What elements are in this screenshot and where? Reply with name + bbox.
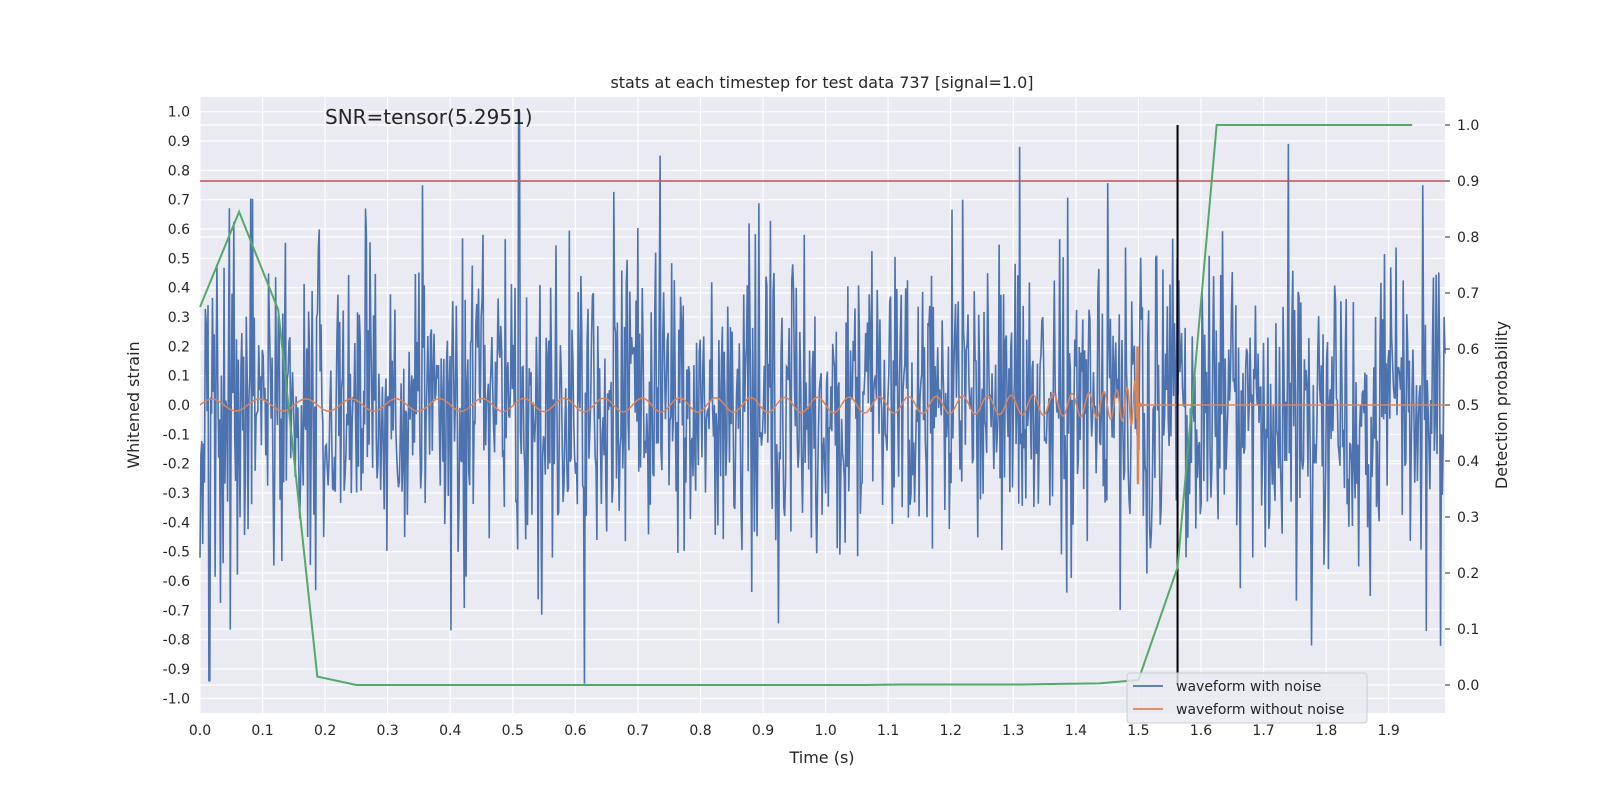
waveform-with-noise-line [199,110,1446,684]
y-tick-label-left: 0.4 [168,281,190,297]
y-tick-label-left: 0.3 [168,310,190,326]
y-tick-label-left: -1.0 [163,691,190,707]
y-tick-label-right: 0.6 [1457,342,1479,358]
y-tick-label-left: -0.6 [163,574,190,590]
y-tick-label-left: -0.1 [163,427,190,443]
y-tick-label-left: 1.0 [168,105,190,121]
y-tick-label-left: 0.2 [168,339,190,355]
x-tick-label: 1.1 [877,723,899,739]
x-tick-label: 0.8 [689,723,711,739]
waveform-without-noise-line [199,346,1445,485]
x-tick-label: 0.5 [502,723,524,739]
snr-annotation: SNR=tensor(5.2951) [325,105,533,129]
overlays [200,125,1445,685]
y-tick-label-left: -0.8 [163,633,190,649]
y-tick-label-left: -0.5 [163,545,190,561]
y-tick-label-left: 0.5 [168,251,190,267]
y-tick-label-right: 0.1 [1457,622,1479,638]
x-tick-label: 1.6 [1190,723,1212,739]
y-tick-label-left: 0.9 [168,134,190,150]
legend-box [1126,672,1368,724]
y-tick-label-right: 0.4 [1457,454,1479,470]
x-tick-label: 1.8 [1315,723,1337,739]
y-axis-title-right: Detection probability [1492,321,1511,489]
x-tick-label: 1.3 [1002,723,1024,739]
y-tick-label-left: -0.9 [163,662,190,678]
y-tick-label-left: 0.7 [168,193,190,209]
y-tick-label-right: 0.0 [1457,678,1479,694]
x-tick-label: 0.6 [564,723,586,739]
y-tick-label-left: 0.8 [168,163,190,179]
x-tick-label: 0.4 [439,723,461,739]
y-tick-label-left: -0.7 [163,603,190,619]
detection-probability-line [199,124,1413,686]
y-tick-label-right: 0.5 [1457,398,1479,414]
legend: waveform with noise waveform without noi… [1126,672,1368,724]
y-tick-label-right: 0.3 [1457,510,1479,526]
x-tick-label: 1.4 [1065,723,1087,739]
x-tick-label: 0.9 [752,723,774,739]
y-axis-title-left: Whitened strain [124,341,143,468]
x-tick-label: 1.7 [1252,723,1274,739]
y-tick-label-right: 0.8 [1457,230,1479,246]
series-waveform-without-noise [199,346,1445,485]
x-tick-label: 1.2 [940,723,962,739]
axes: 0.0 0.1 0.2 0.3 0.4 0.5 0.6 0.7 0.8 0.9 1.0 1.1 1.2 1… [163,105,1480,739]
y-tick-label-right: 1.0 [1457,118,1479,134]
x-tick-label: 1.5 [1127,723,1149,739]
y-tick-label-right: 0.7 [1457,286,1479,302]
series-detection-probability [199,124,1413,686]
x-tick-label: 0.7 [627,723,649,739]
y-tick-label-left: -0.4 [163,515,190,531]
x-tick-label: 0.3 [377,723,399,739]
y-tick-label-left: 0.6 [168,222,190,238]
x-tick-label: 1.0 [814,723,836,739]
y-tick-label-left: -0.2 [163,457,190,473]
legend-label-noise: waveform with noise [1176,679,1321,695]
y-tick-label-left: -0.3 [163,486,190,502]
y-tick-label-right: 0.2 [1457,566,1479,582]
x-tick-label: 0.0 [189,723,211,739]
series-waveform-with-noise [199,110,1446,684]
x-tick-label: 1.9 [1378,723,1400,739]
y-tick-label-left: 0.1 [168,369,190,385]
x-tick-label: 0.2 [314,723,336,739]
legend-label-clean: waveform without noise [1176,702,1344,718]
y-tick-label-right: 0.9 [1457,174,1479,190]
x-axis-title: Time (s) [788,748,854,767]
x-tick-label: 0.1 [251,723,273,739]
chart-title: stats at each timestep for test data 737… [610,73,1033,92]
y-tick-label-left: 0.0 [168,398,190,414]
